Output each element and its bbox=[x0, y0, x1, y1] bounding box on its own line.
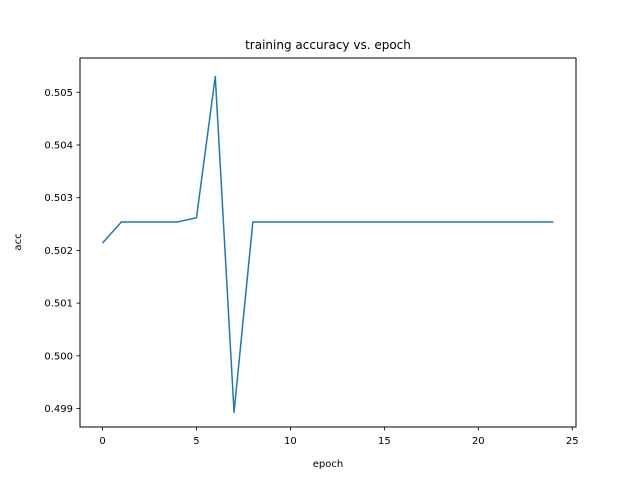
x-axis-label: epoch bbox=[313, 459, 343, 470]
x-tick-label: 25 bbox=[566, 436, 579, 447]
axes-frame bbox=[79, 57, 577, 428]
x-tick-label: 0 bbox=[99, 436, 105, 447]
y-tick-label: 0.505 bbox=[44, 88, 73, 99]
x-tick-label: 20 bbox=[472, 436, 485, 447]
plot-area bbox=[101, 75, 554, 413]
series-line bbox=[101, 75, 554, 413]
chart-title: training accuracy vs. epoch bbox=[245, 38, 411, 52]
y-tick-label: 0.502 bbox=[44, 246, 73, 257]
y-tick-label: 0.500 bbox=[44, 351, 73, 362]
y-tick-label: 0.499 bbox=[44, 404, 73, 415]
y-tick-label: 0.503 bbox=[44, 193, 73, 204]
x-axis-ticks: 0 5 10 15 20 25 bbox=[99, 427, 579, 447]
x-tick-label: 10 bbox=[284, 436, 297, 447]
y-axis-label: acc bbox=[13, 233, 24, 250]
y-tick-label: 0.501 bbox=[44, 299, 73, 310]
y-axis-ticks: 0.499 0.500 0.501 0.502 0.503 0.504 0.505 bbox=[44, 88, 80, 415]
y-tick-label: 0.504 bbox=[44, 140, 73, 151]
x-tick-label: 15 bbox=[378, 436, 391, 447]
x-tick-label: 5 bbox=[193, 436, 199, 447]
